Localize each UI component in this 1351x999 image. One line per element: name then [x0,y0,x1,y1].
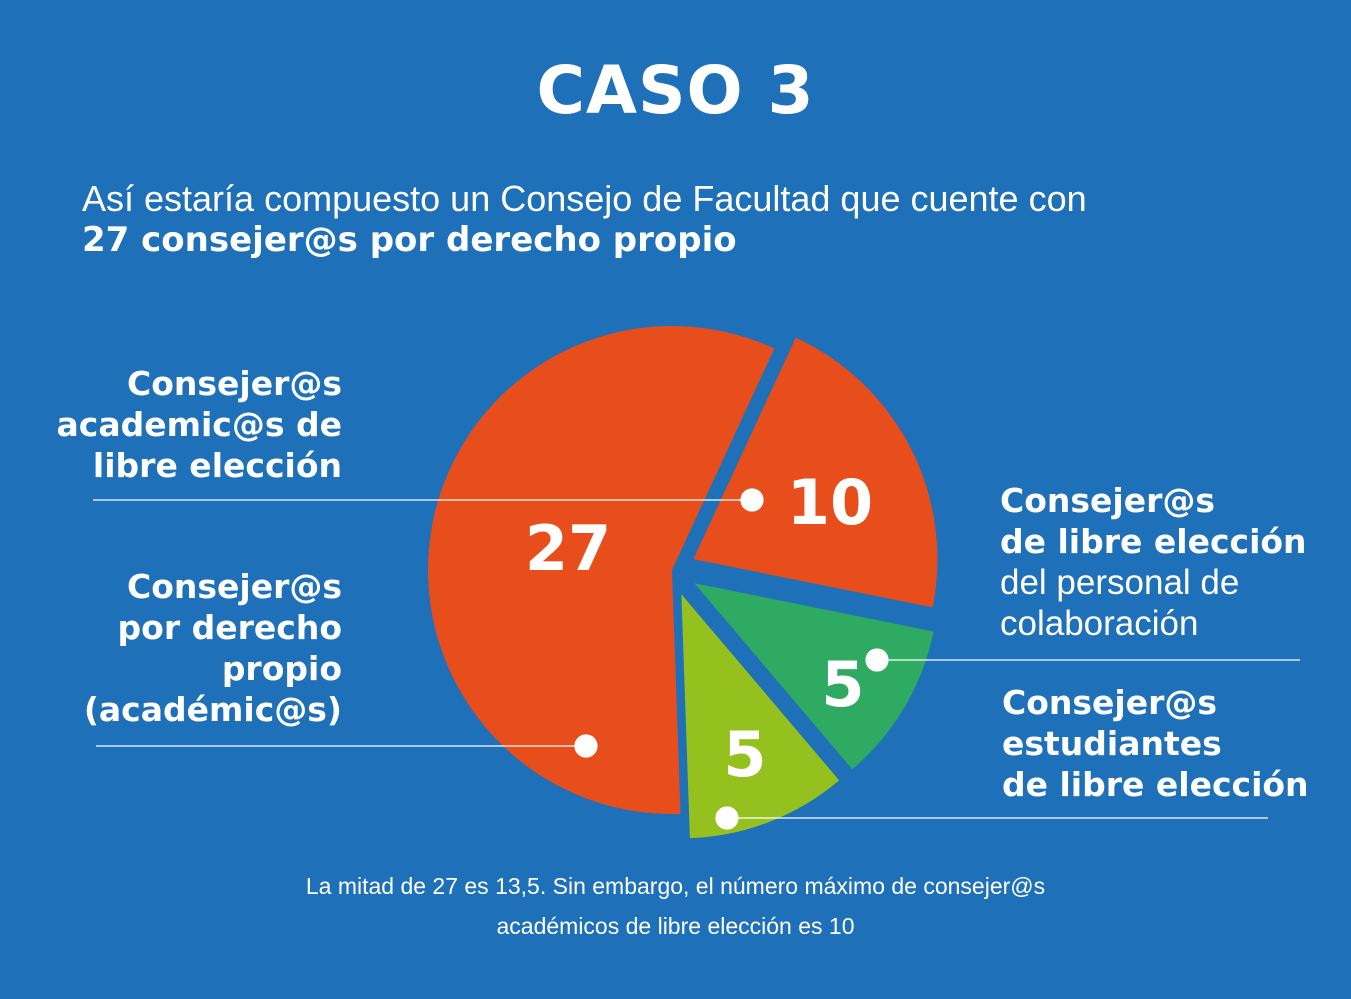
label-line: propio [221,649,342,688]
chart-title: CASO 3 [536,52,815,129]
data-label-5-lime: 5 [723,718,766,791]
label-line: Consejer@s [1002,683,1218,722]
slice-colaboracion [694,583,934,770]
footnote-line1: La mitad de 27 es 13,5. Sin embargo, el … [305,873,1046,899]
label-line: del personal de [1000,563,1240,602]
label-line: colaboración [1000,604,1199,643]
label-line: de libre elección [1000,522,1307,561]
label-line: Consejer@s [126,364,342,403]
label-line: academic@s de [56,405,343,444]
subtitle-line1: Así estaría compuesto un Consejo de Facu… [82,178,1087,219]
label-derecho: Consejer@s por derecho propio (académic@… [84,566,342,730]
label-line: de libre elección [1002,765,1309,804]
footnote-line2: académicos de libre elección es 10 [496,913,855,939]
data-label-27: 27 [525,512,611,585]
label-line: Consejer@s [1000,481,1216,520]
slice-derecho-propio [427,325,775,814]
leader-dot-derecho [574,734,598,758]
label-line: (académic@s) [83,690,342,729]
data-label-10: 10 [787,466,873,539]
leader-dot-colaboracion [865,648,889,672]
slice-estudiantes [681,594,840,839]
label-line: libre elección [92,446,342,485]
subtitle-line2: 27 consejer@s por derecho propio [82,220,737,260]
label-line: estudiantes [1002,724,1222,763]
label-estudiantes: Consejer@s estudiantes de libre elección [1002,682,1309,805]
leader-dot-academicos [740,488,764,512]
footnote: La mitad de 27 es 13,5. Sin embargo, el … [0,866,1351,946]
label-line: por derecho [117,608,342,647]
slice-academicos-libre [693,337,938,608]
label-line: Consejer@s [126,567,342,606]
label-colaboracion: Consejer@s de libre elección del persona… [1000,480,1307,644]
leader-dot-estudiantes [715,806,739,830]
label-academicos: Consejer@s academic@s de libre elección [57,363,343,486]
data-label-5-green: 5 [821,648,864,721]
